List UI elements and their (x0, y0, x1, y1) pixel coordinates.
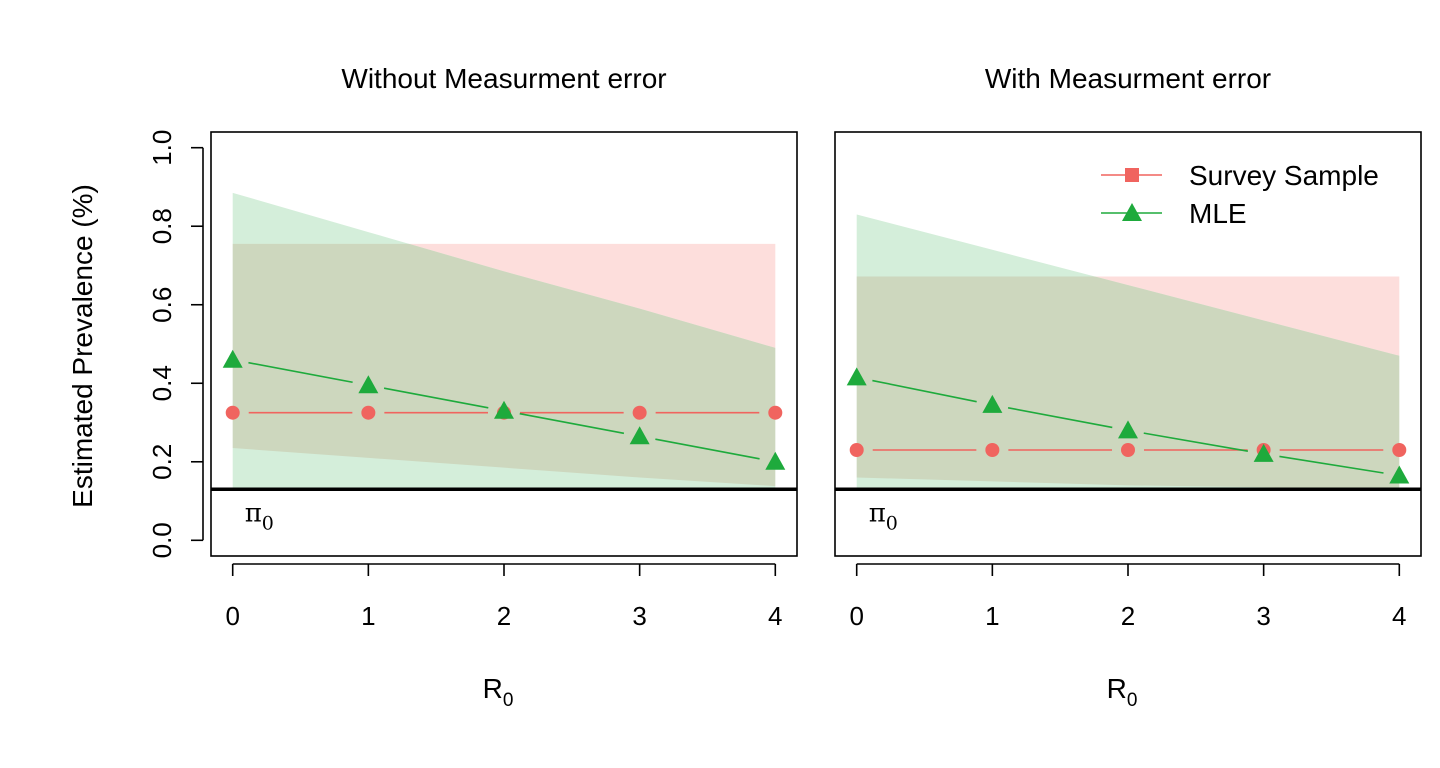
mle-series (222, 349, 786, 470)
mle-line-segment (248, 361, 353, 384)
panel-without-measurement-error: π0 0 1 2 3 4 R0 0.0 0.2 0.4 0.6 0.8 1.0 Without Measu… (147, 63, 798, 711)
y-axis-label: Estimated Prevalence (%) (67, 184, 98, 508)
legend-marker-mle (1122, 203, 1142, 221)
overlap-band (856, 276, 1400, 490)
panel-with-measurement-error: π0 0 1 2 3 4 R0 With Measurment error Survey Sam… (834, 63, 1422, 711)
mle-line-segment (1007, 407, 1113, 429)
bands (232, 192, 776, 490)
y-axis: 0.0 0.2 0.4 0.6 0.8 1.0 (147, 130, 204, 558)
mle-point (222, 349, 243, 368)
mle-point (1253, 443, 1274, 462)
bands (856, 214, 1400, 490)
mle-line-segment (1279, 455, 1384, 474)
y-tick-label: 0.6 (147, 287, 177, 323)
mle-line-segment (519, 412, 625, 435)
x-tick-label: 2 (1121, 601, 1135, 631)
x-axis: 0 1 2 3 4 (849, 563, 1407, 631)
x-axis-label: R0 (483, 673, 514, 711)
legend: Survey Sample MLE (1101, 160, 1379, 229)
y-tick-label: 0.0 (147, 522, 177, 558)
x-tick-label: 1 (985, 601, 999, 631)
mle-point (982, 394, 1003, 413)
survey-point (225, 405, 240, 420)
x-tick-label: 4 (768, 601, 782, 631)
mle-line-segment (872, 379, 977, 403)
mle-point (1389, 465, 1410, 484)
mle-line-segment (655, 438, 760, 460)
x-tick-label: 0 (849, 601, 863, 631)
y-tick-label: 1.0 (147, 130, 177, 166)
legend-label-survey: Survey Sample (1189, 160, 1379, 191)
x-axis: 0 1 2 3 4 (225, 563, 783, 631)
panel-title: With Measurment error (985, 63, 1271, 94)
survey-point (632, 405, 647, 420)
survey-point (985, 443, 1000, 457)
x-tick-label: 4 (1392, 601, 1406, 631)
panel-title: Without Measurment error (341, 63, 666, 94)
survey-point (1392, 443, 1407, 457)
survey-point (1121, 443, 1135, 457)
x-tick-label: 1 (361, 601, 375, 631)
x-axis-label: R0 (1107, 673, 1138, 711)
mle-series (846, 367, 1410, 484)
x-tick-label: 2 (497, 601, 511, 631)
survey-point (361, 405, 376, 420)
reference-label-pi0: π0 (869, 498, 898, 534)
mle-point (765, 451, 786, 470)
x-tick-label: 3 (1256, 601, 1270, 631)
reference-label-pi0: π0 (245, 498, 274, 534)
x-tick-label: 0 (225, 601, 239, 631)
survey-point (768, 405, 783, 420)
survey-point (849, 443, 864, 457)
mle-point (494, 400, 514, 419)
plot-frame (210, 131, 798, 557)
x-tick-label: 3 (632, 601, 646, 631)
plot-frame (834, 131, 1422, 557)
mle-point (846, 367, 867, 386)
y-tick-label: 0.2 (147, 444, 177, 480)
y-tick-label: 0.8 (147, 208, 177, 244)
mle-point (358, 375, 379, 394)
mle-point (1118, 420, 1138, 439)
legend-marker-survey (1125, 168, 1139, 182)
legend-label-mle: MLE (1189, 198, 1247, 229)
mle-point (629, 426, 650, 445)
mle-line-segment (383, 387, 489, 409)
y-tick-label: 0.4 (147, 365, 177, 401)
mle-line-segment (1143, 432, 1249, 452)
